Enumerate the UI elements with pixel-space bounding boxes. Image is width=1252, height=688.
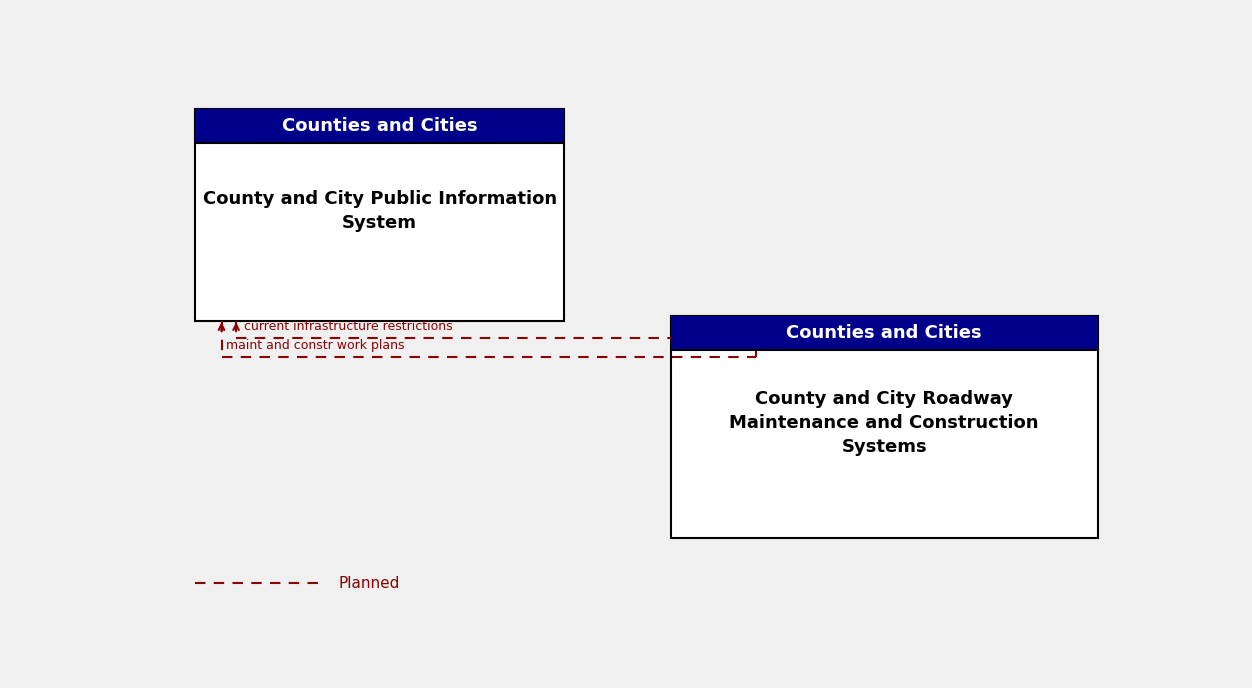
Text: maint and constr work plans: maint and constr work plans	[227, 338, 404, 352]
Text: Counties and Cities: Counties and Cities	[282, 117, 477, 136]
Text: Planned: Planned	[339, 576, 401, 591]
Bar	[195, 109, 563, 144]
Bar	[195, 109, 563, 321]
Text: current infrastructure restrictions: current infrastructure restrictions	[244, 320, 452, 332]
Text: County and City Public Information
System: County and City Public Information Syste…	[203, 190, 557, 232]
Text: County and City Roadway
Maintenance and Construction
Systems: County and City Roadway Maintenance and …	[730, 390, 1039, 455]
Text: Counties and Cities: Counties and Cities	[786, 324, 982, 342]
Bar	[671, 316, 1098, 538]
Bar	[671, 316, 1098, 350]
